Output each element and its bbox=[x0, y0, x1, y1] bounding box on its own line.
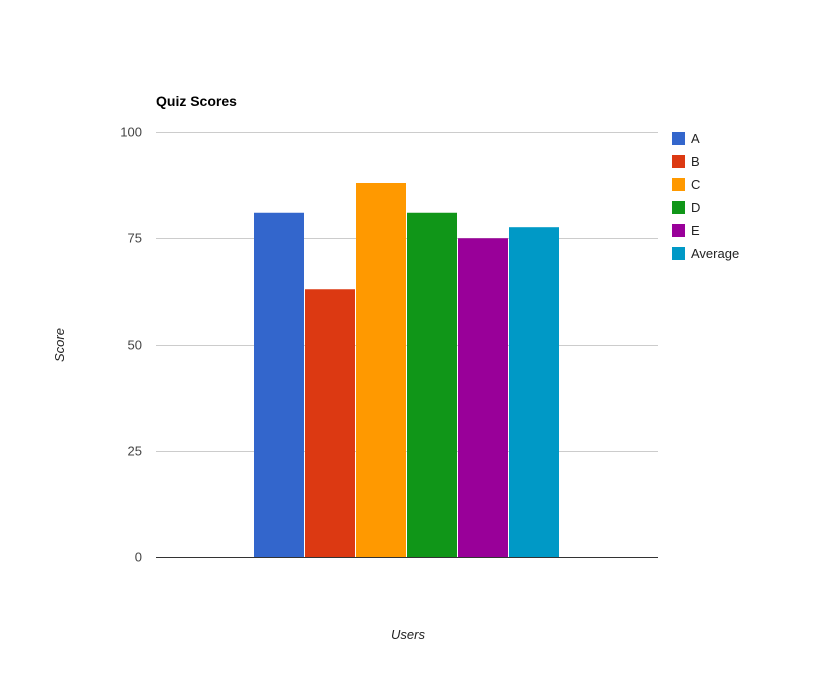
legend-label: C bbox=[691, 177, 700, 192]
y-axis-title: Score bbox=[52, 328, 67, 362]
legend-swatch bbox=[672, 247, 685, 260]
legend-swatch bbox=[672, 132, 685, 145]
legend-label: E bbox=[691, 223, 700, 238]
legend-item-e[interactable]: E bbox=[672, 223, 700, 238]
chart-title: Quiz Scores bbox=[156, 93, 237, 109]
bar-e[interactable] bbox=[458, 238, 508, 557]
legend-item-average[interactable]: Average bbox=[672, 246, 739, 261]
legend-item-b[interactable]: B bbox=[672, 154, 700, 169]
legend-swatch bbox=[672, 224, 685, 237]
y-axis-ticks: 0 25 50 75 100 bbox=[120, 125, 142, 565]
legend-item-a[interactable]: A bbox=[672, 131, 700, 146]
bar-c[interactable] bbox=[356, 183, 406, 557]
bar-d[interactable] bbox=[407, 212, 457, 557]
legend-swatch bbox=[672, 178, 685, 191]
legend-label: B bbox=[691, 154, 700, 169]
bar-b[interactable] bbox=[305, 289, 355, 557]
y-tick-label: 50 bbox=[128, 338, 142, 353]
y-tick-label: 0 bbox=[135, 550, 142, 565]
y-tick-label: 25 bbox=[128, 444, 142, 459]
legend-label: Average bbox=[691, 246, 739, 261]
legend-swatch bbox=[672, 155, 685, 168]
legend-item-d[interactable]: D bbox=[672, 200, 700, 215]
bars bbox=[254, 183, 559, 557]
legend-item-c[interactable]: C bbox=[672, 177, 700, 192]
y-tick-label: 75 bbox=[128, 231, 142, 246]
legend-label: A bbox=[691, 131, 700, 146]
legend-label: D bbox=[691, 200, 700, 215]
legend-swatch bbox=[672, 201, 685, 214]
bar-average[interactable] bbox=[509, 227, 559, 557]
bar-a[interactable] bbox=[254, 212, 304, 557]
x-axis-title: Users bbox=[391, 627, 425, 642]
y-tick-label: 100 bbox=[120, 125, 142, 140]
